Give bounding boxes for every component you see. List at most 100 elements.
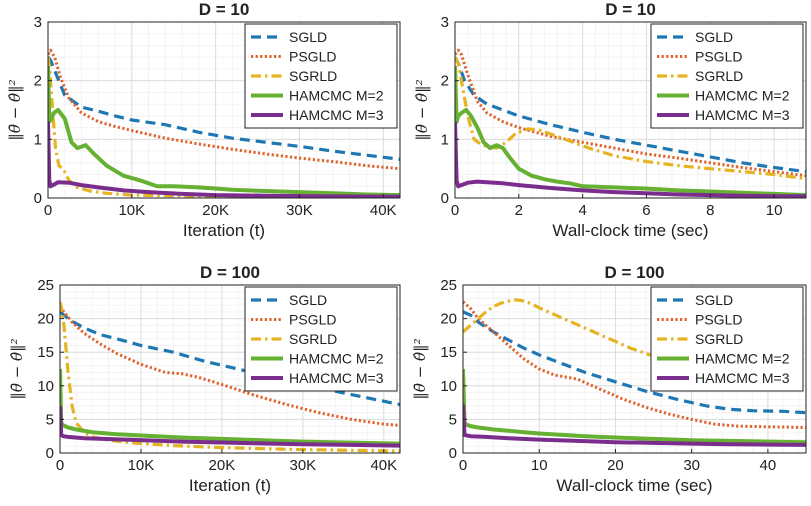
y-tick-label: 1 (34, 131, 42, 148)
y-tick-label: 0 (46, 445, 54, 462)
legend: SGLD PSGLD SGRLD HAMCMC M=2 HAMCMC M=3 (650, 23, 804, 129)
series-line-hamcmc-m-2 (455, 65, 806, 198)
legend-label: PSGLD (695, 49, 742, 65)
legend: SGLD PSGLD SGRLD HAMCMC M=2 HAMCMC M=3 (244, 23, 398, 129)
series-line-hamcmc-m-3 (463, 404, 806, 447)
y-tick-label: 5 (46, 411, 54, 428)
x-tick-label: 0 (451, 202, 459, 219)
y-tick-label: 2 (34, 73, 42, 90)
x-axis-label: Iteration (t) (189, 476, 271, 495)
y-tick-label: 5 (449, 411, 457, 428)
y-axis-label: ‖θ̄ − θ̂‖² (413, 79, 431, 140)
x-tick-label: 40 (760, 457, 777, 474)
x-tick-label: 30K (286, 202, 313, 219)
legend-label: HAMCMC M=3 (289, 107, 384, 123)
x-tick-label: 10K (118, 202, 145, 219)
chart-title: D = 100 (200, 263, 260, 282)
x-tick-label: 20K (209, 457, 236, 474)
legend-label: SGLD (695, 29, 733, 45)
series-line-hamcmc-m-3 (455, 121, 806, 198)
legend-label: SGLD (289, 29, 327, 45)
x-tick-label: 40K (370, 457, 397, 474)
legend-label: HAMCMC M=2 (695, 351, 790, 367)
y-tick-label: 1 (441, 131, 449, 148)
legend-label: SGRLD (695, 331, 743, 347)
y-axis-label: ‖θ̄ − θ̂‖² (6, 79, 24, 140)
chart-panel-4: 0 10 20 30 40 0 5 10 15 20 25 D = 100 Wall-clock tim… (411, 263, 807, 495)
series-line-sgrld (455, 56, 806, 181)
y-tick-label: 15 (37, 344, 54, 361)
x-tick-label: 10 (531, 457, 548, 474)
legend-label: PSGLD (289, 49, 336, 65)
y-tick-label: 2 (441, 73, 449, 90)
series-line-hamcmc-m-3 (48, 121, 400, 198)
y-tick-label: 25 (440, 277, 457, 294)
y-tick-label: 3 (441, 14, 449, 31)
y-tick-label: 25 (37, 277, 54, 294)
y-tick-label: 10 (37, 378, 54, 395)
legend-label: SGRLD (289, 68, 337, 84)
chart-title: D = 10 (199, 0, 250, 19)
y-tick-label: 0 (441, 190, 449, 207)
legend-label: HAMCMC M=3 (695, 370, 790, 386)
legend-box (650, 286, 804, 392)
legend-label: HAMCMC M=2 (289, 351, 384, 367)
y-tick-label: 15 (440, 344, 457, 361)
legend-box (244, 286, 398, 392)
legend-box (244, 23, 398, 129)
chart-title: D = 100 (604, 263, 664, 282)
series-line-hamcmc-m-2 (60, 368, 400, 446)
series-line-sgld (455, 56, 806, 174)
axes-box (59, 284, 401, 454)
x-tick-label: 0 (459, 457, 467, 474)
series-line-psgld (463, 300, 806, 429)
x-tick-label: 20K (202, 202, 229, 219)
legend-label: HAMCMC M=3 (695, 107, 790, 123)
series-group (455, 48, 806, 198)
chart-title: D = 10 (605, 0, 656, 19)
y-tick-label: 0 (34, 190, 42, 207)
x-tick-label: 30 (683, 457, 700, 474)
x-tick-label: 0 (56, 457, 64, 474)
x-tick-label: 4 (578, 202, 586, 219)
y-tick-label: 20 (37, 311, 54, 328)
legend-label: HAMCMC M=2 (695, 88, 790, 104)
y-tick-label: 3 (34, 14, 42, 31)
chart-panel-1: 0 10K 20K 30K 40K 0 1 2 3 D = 10 Iteration (t) ‖θ̄ … (6, 0, 401, 240)
axes-box (454, 21, 807, 199)
series-line-hamcmc-m-2 (463, 368, 806, 445)
y-tick-label: 10 (440, 378, 457, 395)
x-tick-label: 10 (766, 202, 783, 219)
x-axis-label: Wall-clock time (sec) (552, 221, 708, 240)
axes-box (462, 284, 807, 454)
legend-label: PSGLD (289, 312, 336, 328)
x-tick-label: 30K (290, 457, 317, 474)
series-line-psgld (48, 48, 400, 171)
x-tick-label: 10K (128, 457, 155, 474)
series-line-sgld (48, 56, 400, 161)
series-line-sgld (463, 310, 806, 415)
x-tick-label: 40K (370, 202, 397, 219)
legend-label: SGLD (289, 292, 327, 308)
x-tick-label: 2 (515, 202, 523, 219)
series-line-psgld (60, 305, 400, 427)
y-tick-label: 0 (449, 445, 457, 462)
series-line-psgld (455, 48, 806, 178)
x-axis-label: Iteration (t) (183, 221, 265, 240)
legend-label: HAMCMC M=3 (289, 370, 384, 386)
series-line-hamcmc-m-3 (60, 405, 400, 448)
axes-box (47, 21, 401, 199)
legend-label: PSGLD (695, 312, 742, 328)
legend-label: SGRLD (695, 68, 743, 84)
legend-label: HAMCMC M=2 (289, 88, 384, 104)
x-tick-label: 0 (44, 202, 52, 219)
y-axis-label: ‖θ̄ − θ̂‖² (8, 338, 26, 399)
legend: SGLD PSGLD SGRLD HAMCMC M=2 HAMCMC M=3 (244, 286, 398, 392)
x-tick-label: 8 (706, 202, 714, 219)
chart-panel-2: 0 2 4 6 8 10 0 1 2 3 D = 10 Wall-clock time (sec) ‖θ… (413, 0, 807, 240)
legend-box (650, 23, 804, 129)
chart-panel-3: 0 10K 20K 30K 40K 0 5 10 15 20 25 D = 100 Iteration … (8, 263, 401, 495)
x-tick-label: 6 (642, 202, 650, 219)
legend-label: SGRLD (289, 331, 337, 347)
